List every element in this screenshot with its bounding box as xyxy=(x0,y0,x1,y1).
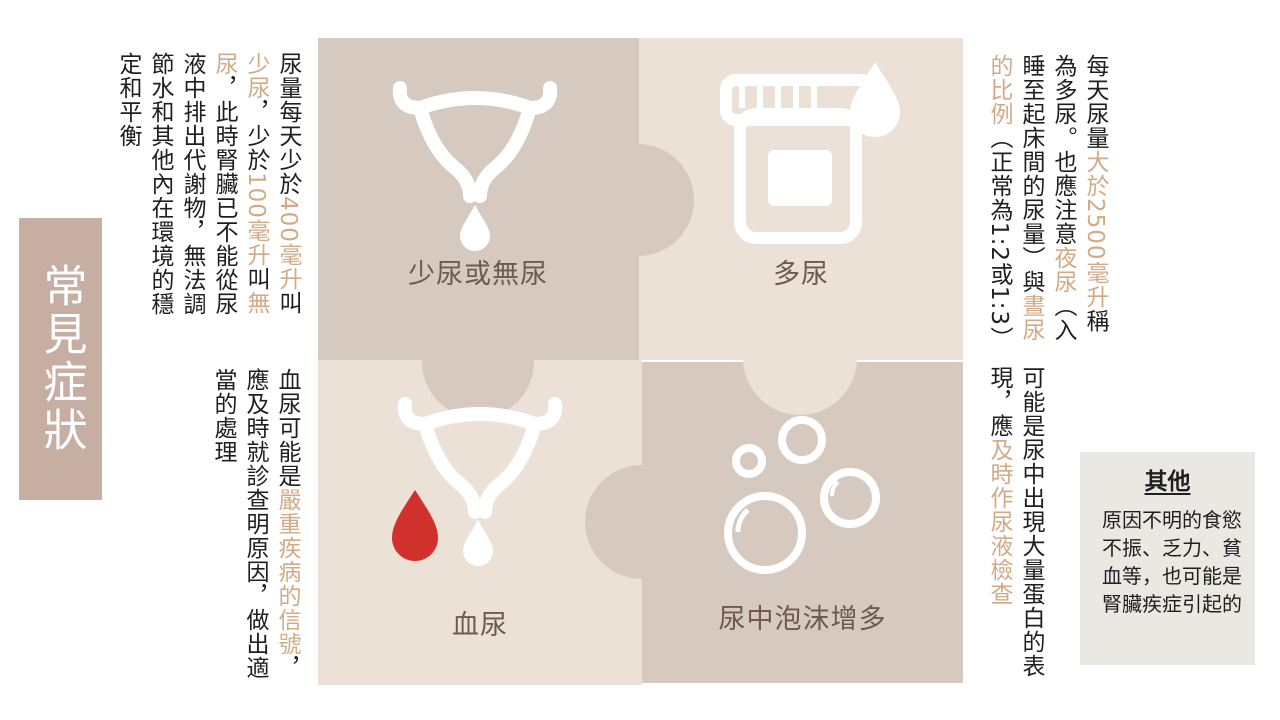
other-title: 其他 xyxy=(1144,469,1191,495)
page-title-box: 常見症狀 xyxy=(19,218,102,500)
oliguria-description: 尿量每天少於400毫升叫 少尿，少於100毫升叫無尿，此時腎臟已不能從尿液中排出代… xyxy=(112,52,304,327)
text: （正常為1:2或1:3） xyxy=(986,126,1012,351)
bubbles-icon xyxy=(724,416,880,574)
highlight-text: 嚴重疾病的信號 xyxy=(274,488,300,656)
text: 血尿可能是 xyxy=(274,368,300,488)
tile-hematuria-label: 血尿 xyxy=(452,610,508,641)
tile-foam-label: 尿中泡沫增多 xyxy=(718,604,887,635)
other-box: 其他 原因不明的食慾不振、乏力、貧血等，也可能是腎臟疾症引起的 xyxy=(1080,452,1255,665)
tab-right xyxy=(582,144,694,256)
tile-polyuria-label: 多尿 xyxy=(773,259,829,290)
urine-container-drop-icon xyxy=(720,62,900,244)
text: 每天尿量 xyxy=(1082,54,1108,150)
text: ，此時腎臟已不能從尿液中排出代謝物，無法調節水和其他內在環境的穩定和平衡 xyxy=(115,52,237,316)
text: 可能是尿中出現大量蛋白的表現，應 xyxy=(986,366,1044,678)
highlight-text: 及時作尿液檢查 xyxy=(986,438,1012,606)
bladder-blood-drop-icon xyxy=(397,397,563,519)
highlight-text: 晝尿的比例 xyxy=(986,54,1044,342)
tile-oliguria-label: 少尿或無尿 xyxy=(408,259,548,290)
text: 叫 xyxy=(243,266,269,291)
text: 尿量每天少於 xyxy=(275,52,301,196)
tile-hematuria-bg xyxy=(318,360,642,685)
text: ，少於 xyxy=(243,100,269,172)
highlight-text: 大於2500毫升 xyxy=(1082,150,1108,309)
tab-left xyxy=(585,465,699,579)
foam-description: 可能是尿中出現大量蛋白的表現，應及時作尿液檢查 xyxy=(983,366,1047,692)
page-title: 常見症狀 xyxy=(35,263,87,455)
highlight-text: 100毫升 xyxy=(243,172,269,267)
polyuria-description: 每天尿量大於2500毫升稱為多尿。也應注意夜尿（入睡至起床間的尿量）與晝尿的比例… xyxy=(983,54,1111,354)
bladder-drop-icon xyxy=(392,81,558,203)
text: ，應及時就診查明原因，做出適當的處理 xyxy=(210,368,300,680)
tab-bottom xyxy=(422,306,534,418)
hematuria-description: 血尿可能是嚴重疾病的信號，應及時就診查明原因，做出適當的處理 xyxy=(207,368,303,690)
highlight-text: 少尿 xyxy=(243,52,269,100)
highlight-text: 無尿 xyxy=(211,52,269,315)
text: 稱為多尿。也應注意 xyxy=(1050,54,1108,333)
text: （入睡至起床間的尿量）與 xyxy=(1018,54,1076,342)
text: 叫 xyxy=(275,290,301,315)
highlight-text: 400毫升 xyxy=(275,196,301,291)
highlight-text: 夜尿 xyxy=(1050,246,1076,294)
other-body: 原因不明的食慾不振、乏力、貧血等，也可能是腎臟疾症引起的 xyxy=(1102,508,1242,616)
